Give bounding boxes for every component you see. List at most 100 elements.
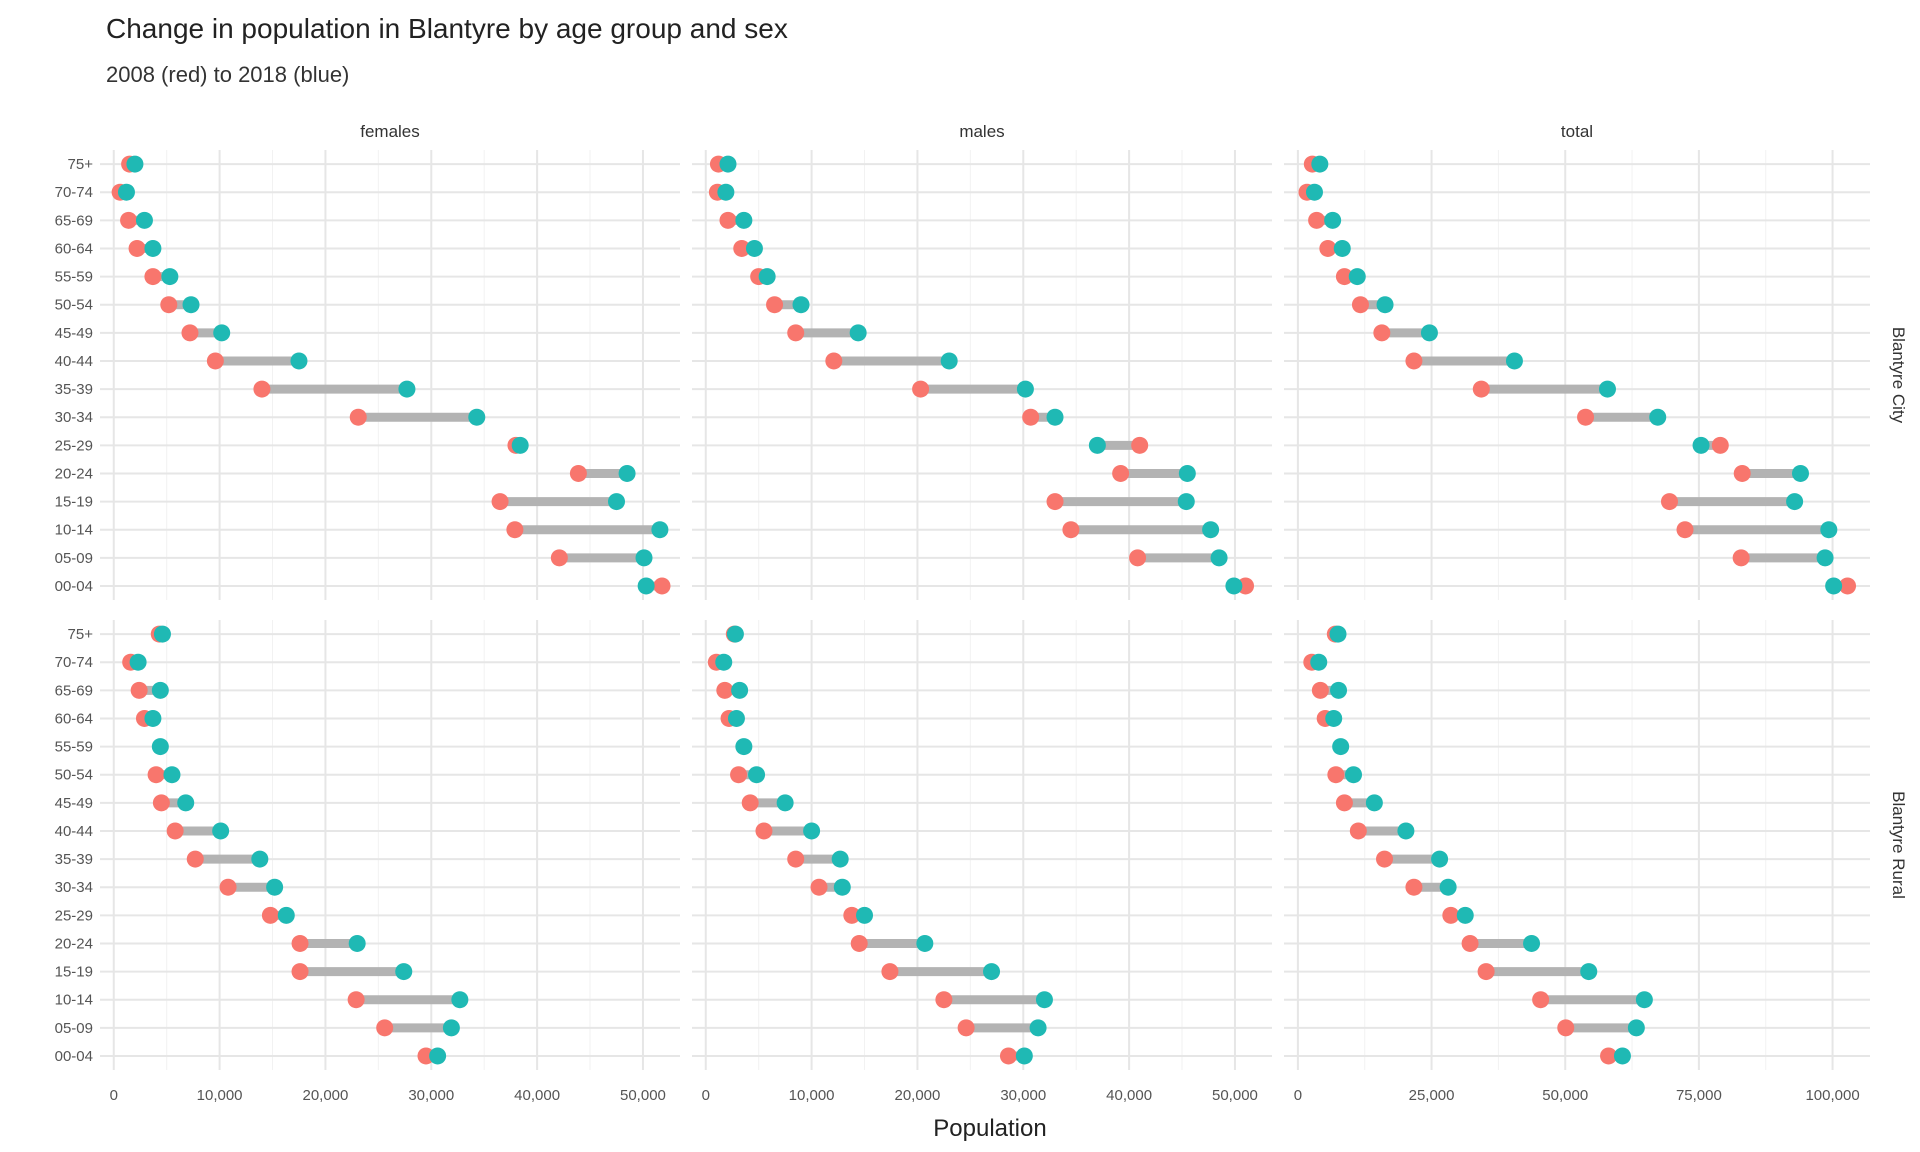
point-2008 xyxy=(1335,268,1353,286)
x-tick-label: 10,000 xyxy=(197,1087,243,1104)
point-2008 xyxy=(181,324,199,342)
point-2018 xyxy=(1035,991,1053,1009)
y-tick-label: 30-34 xyxy=(55,879,93,896)
point-2008 xyxy=(1461,934,1479,952)
point-2018 xyxy=(651,521,669,539)
point-2008 xyxy=(912,380,930,398)
panel-blantyre-rural-total xyxy=(1284,620,1870,1070)
y-tick-label: 20-24 xyxy=(55,465,93,482)
point-2018 xyxy=(348,934,366,952)
x-tick-label: 75,000 xyxy=(1676,1087,1722,1104)
point-2008 xyxy=(1129,549,1147,567)
point-2008 xyxy=(787,324,805,342)
point-2018 xyxy=(1791,464,1809,482)
point-2008 xyxy=(506,521,524,539)
point-2018 xyxy=(1015,1047,1033,1065)
x-tick-label: 30,000 xyxy=(408,1087,454,1104)
row-strip-label: Blantyre Rural xyxy=(1889,791,1908,899)
point-2008 xyxy=(653,577,671,595)
point-2018 xyxy=(916,934,934,952)
point-2008 xyxy=(1349,822,1367,840)
x-tick-label: 40,000 xyxy=(1106,1087,1152,1104)
y-tick-label: 30-34 xyxy=(55,409,93,426)
point-2008 xyxy=(120,211,138,229)
point-2018 xyxy=(1202,521,1220,539)
point-2018 xyxy=(1324,211,1342,229)
point-2008 xyxy=(1237,577,1255,595)
y-tick-label: 55-59 xyxy=(55,739,93,756)
point-2018 xyxy=(1046,408,1064,426)
point-2008 xyxy=(261,906,279,924)
y-tick-label: 35-39 xyxy=(55,381,93,398)
y-tick-label: 75+ xyxy=(68,156,94,173)
point-2018 xyxy=(144,239,162,257)
y-tick-label: 00-04 xyxy=(55,578,93,595)
point-2018 xyxy=(126,155,144,173)
point-2018 xyxy=(1598,380,1616,398)
y-tick-label: 35-39 xyxy=(55,851,93,868)
point-2018 xyxy=(1329,625,1347,643)
point-2018 xyxy=(748,766,766,784)
point-2018 xyxy=(1456,906,1474,924)
point-2008 xyxy=(766,296,784,314)
point-2018 xyxy=(1635,991,1653,1009)
x-tick-label: 20,000 xyxy=(302,1087,348,1104)
point-2018 xyxy=(212,822,230,840)
y-tick-label: 10-14 xyxy=(55,992,93,1009)
point-2018 xyxy=(849,324,867,342)
point-2018 xyxy=(277,906,295,924)
point-2018 xyxy=(637,577,655,595)
x-tick-label: 0 xyxy=(702,1087,710,1104)
x-tick-label: 100,000 xyxy=(1805,1087,1859,1104)
point-2018 xyxy=(129,653,147,671)
point-2018 xyxy=(726,625,744,643)
point-2018 xyxy=(1820,521,1838,539)
point-2018 xyxy=(1692,436,1710,454)
y-tick-label: 15-19 xyxy=(55,964,93,981)
point-2018 xyxy=(177,794,195,812)
point-2018 xyxy=(1333,239,1351,257)
point-2018 xyxy=(1311,155,1329,173)
point-2018 xyxy=(856,906,874,924)
point-2008 xyxy=(1472,380,1490,398)
y-tick-label: 25-29 xyxy=(55,437,93,454)
point-2008 xyxy=(957,1019,975,1037)
point-2008 xyxy=(1319,239,1337,257)
panel-blantyre-rural-females xyxy=(100,620,680,1070)
point-2008 xyxy=(219,878,237,896)
point-2018 xyxy=(1178,464,1196,482)
point-2008 xyxy=(1131,436,1149,454)
point-2018 xyxy=(151,738,169,756)
point-2008 xyxy=(825,352,843,370)
chart-title: Change in population in Blantyre by age … xyxy=(106,13,788,44)
point-2018 xyxy=(153,625,171,643)
point-2018 xyxy=(735,738,753,756)
point-2018 xyxy=(395,963,413,981)
point-2018 xyxy=(135,211,153,229)
point-2008 xyxy=(733,239,751,257)
point-2018 xyxy=(1523,934,1541,952)
point-2018 xyxy=(1431,850,1449,868)
point-2008 xyxy=(850,934,868,952)
point-2018 xyxy=(1439,878,1457,896)
point-2008 xyxy=(166,822,184,840)
point-2008 xyxy=(1600,1047,1618,1065)
point-2018 xyxy=(607,493,625,511)
y-tick-label: 20-24 xyxy=(55,935,93,952)
point-2008 xyxy=(130,681,148,699)
point-2008 xyxy=(719,211,737,229)
point-2018 xyxy=(635,549,653,567)
point-2018 xyxy=(831,850,849,868)
point-2018 xyxy=(983,963,1001,981)
panel-blantyre-city-total xyxy=(1284,150,1870,600)
point-2008 xyxy=(376,1019,394,1037)
point-2008 xyxy=(1405,352,1423,370)
strip-label-total: total xyxy=(1561,122,1593,141)
point-2008 xyxy=(1442,906,1460,924)
point-2018 xyxy=(1225,577,1243,595)
point-2018 xyxy=(1088,436,1106,454)
x-tick-label: 30,000 xyxy=(1000,1087,1046,1104)
y-tick-label: 45-49 xyxy=(55,795,93,812)
point-2018 xyxy=(1649,408,1667,426)
y-tick-label: 50-54 xyxy=(55,767,93,784)
